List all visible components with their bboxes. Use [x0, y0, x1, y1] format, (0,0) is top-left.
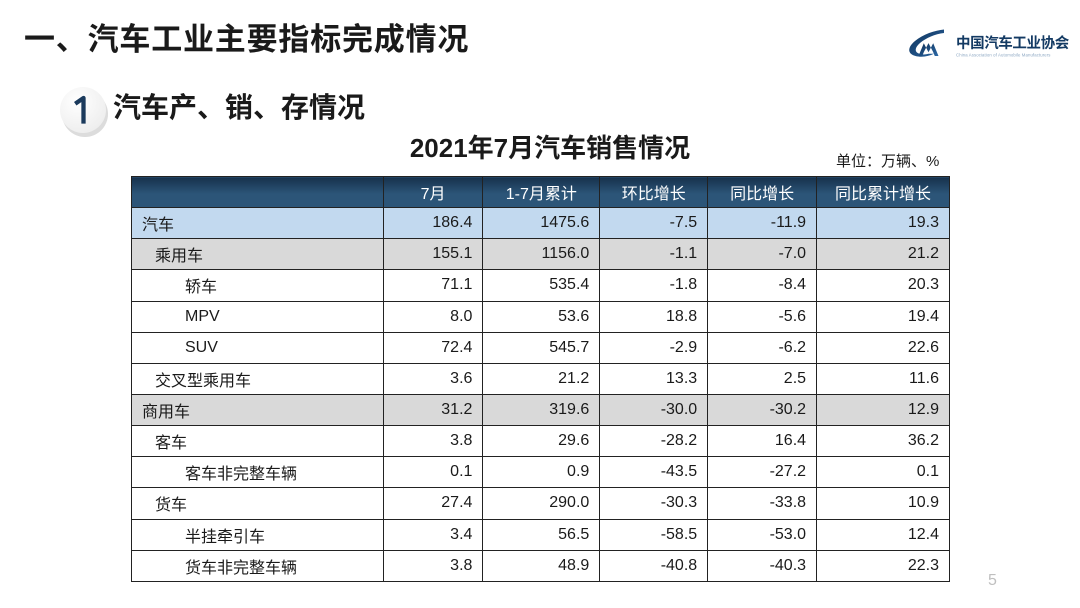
svg-text:中国汽车工业协会: 中国汽车工业协会 — [956, 32, 1070, 53]
svg-text:China Association of Automobil: China Association of Automobile Manufact… — [956, 53, 1051, 58]
